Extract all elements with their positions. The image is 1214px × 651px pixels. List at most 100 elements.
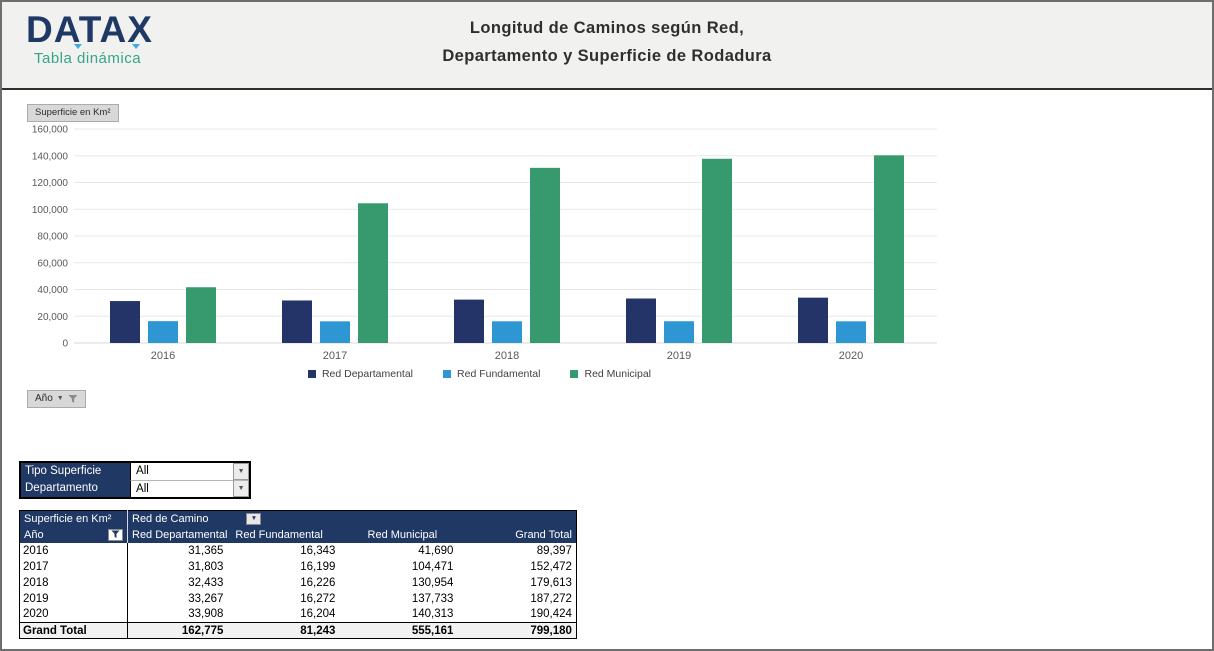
header-band: DATAX Tabla dinámica Longitud de Caminos… bbox=[2, 2, 1212, 90]
pivot-value-cell: 187,272 bbox=[530, 592, 572, 605]
bar-chart: 0 20,000 40,000 60,000 80,000 100,000 120,000 1… bbox=[32, 125, 937, 362]
pivot-value-cell: 137,733 bbox=[411, 592, 454, 605]
filter-label: Departamento bbox=[21, 480, 131, 497]
bar-red-fundamental-2019 bbox=[664, 321, 694, 343]
y-axis-tick-label: 160,000 bbox=[32, 125, 69, 136]
grand-total-label: Grand Total bbox=[19, 622, 128, 639]
row-field-label: Año bbox=[24, 528, 44, 541]
filter-value: All bbox=[130, 463, 234, 480]
legend-item: Red Fundamental bbox=[443, 368, 540, 380]
bar-red-fundamental-2020 bbox=[836, 321, 866, 343]
chevron-down-icon: ▼ bbox=[237, 467, 245, 475]
column-field-dropdown-button[interactable]: ▼ bbox=[246, 512, 262, 525]
pivot-value-cell: 179,613 bbox=[530, 576, 572, 589]
bar-red-departamental-2020 bbox=[798, 297, 828, 343]
pivot-data-row: 2018 32,433 16,226 130,954 179,613 bbox=[19, 574, 577, 591]
chart-legend: Red Departamental Red Fundamental Red Muni… bbox=[12, 368, 947, 380]
grand-total-value-cell: 799,180 bbox=[461, 622, 577, 639]
legend-swatch-icon bbox=[443, 370, 452, 378]
funnel-icon bbox=[111, 530, 120, 539]
datax-logo: DATAX Tabla dinámica bbox=[26, 9, 226, 68]
filter-dropdown-button[interactable]: ▼ bbox=[233, 480, 249, 497]
axis-field-button-label: Año bbox=[35, 393, 53, 404]
bar-red-fundamental-2018 bbox=[492, 321, 522, 343]
pivot-row-label: 2020 bbox=[19, 606, 128, 623]
chevron-down-icon: ▼ bbox=[56, 394, 64, 402]
pivot-data-row: 2019 33,267 16,272 137,733 187,272 bbox=[19, 590, 577, 607]
grand-total-value-cell: 162,775 bbox=[127, 622, 232, 639]
bar-red-departamental-2017 bbox=[282, 300, 312, 343]
y-axis-tick-label: 140,000 bbox=[32, 151, 69, 162]
pivot-value-cell: 140,313 bbox=[411, 608, 454, 621]
pivot-value-cell: 16,272 bbox=[300, 592, 336, 605]
pivot-table: Superficie en Km² Red de Camino ▼ Año Red De… bbox=[19, 510, 577, 639]
pivot-value-cell: 16,204 bbox=[300, 608, 336, 621]
pivot-column-header: Grand Total bbox=[461, 526, 577, 543]
bar-red-departamental-2016 bbox=[110, 301, 140, 343]
value-field-button[interactable]: Superficie en Km² bbox=[27, 104, 119, 122]
filter-dropdown-button[interactable]: ▼ bbox=[233, 463, 249, 480]
row-field-filter-button[interactable] bbox=[108, 528, 123, 541]
legend-label: Red Municipal bbox=[584, 368, 652, 380]
pivot-value-cell: 33,267 bbox=[188, 592, 224, 605]
filter-value: All bbox=[130, 480, 234, 497]
pivot-value-cell: 16,199 bbox=[300, 560, 336, 573]
page-title-line1: Longitud de Caminos según Red, bbox=[469, 19, 745, 37]
pivot-value-cell: 152,472 bbox=[530, 560, 572, 573]
bar-red-departamental-2018 bbox=[454, 299, 484, 343]
bar-red-fundamental-2017 bbox=[320, 321, 350, 343]
pivot-value-cell: 89,397 bbox=[536, 544, 572, 557]
pivot-row-label: 2017 bbox=[19, 558, 128, 575]
pivot-row-label: 2016 bbox=[19, 542, 128, 559]
logo-text: DATAX bbox=[26, 9, 153, 50]
legend-item: Red Departamental bbox=[307, 368, 414, 380]
x-axis-tick-label: 2020 bbox=[839, 350, 863, 362]
x-axis-tick-label: 2019 bbox=[667, 350, 691, 362]
x-axis-tick-label: 2016 bbox=[151, 350, 175, 362]
logo-accent-tick-icon bbox=[74, 44, 82, 49]
bar-red-municipal-2019 bbox=[702, 158, 732, 343]
pivot-value-cell: 16,226 bbox=[300, 576, 336, 589]
logo-subtitle: Tabla dinámica bbox=[34, 50, 142, 67]
legend-item: Red Municipal bbox=[570, 368, 651, 380]
y-axis-tick-label: 20,000 bbox=[37, 312, 68, 323]
filter-label: Tipo Superficie bbox=[21, 463, 131, 480]
filter-row: Departamento All ▼ bbox=[21, 480, 249, 497]
pivot-corner-cell: Superficie en Km² bbox=[19, 510, 128, 527]
column-field-label: Red de Camino bbox=[132, 512, 209, 525]
pivot-value-cell: 190,424 bbox=[530, 608, 572, 621]
page-title-line2: Departamento y Superficie de Rodadura bbox=[442, 47, 772, 65]
pivot-row-field-cell: Año bbox=[19, 526, 128, 543]
bar-red-departamental-2019 bbox=[626, 298, 656, 343]
grand-total-value-cell: 555,161 bbox=[343, 622, 462, 639]
legend-swatch-icon bbox=[307, 370, 316, 378]
y-axis-tick-label: 80,000 bbox=[37, 232, 68, 243]
pivot-value-cell: 16,343 bbox=[300, 544, 336, 557]
filter-row: Tipo Superficie All ▼ bbox=[21, 463, 249, 480]
chevron-down-icon: ▼ bbox=[237, 484, 245, 492]
pivot-column-field-cell: Red de Camino ▼ bbox=[127, 510, 577, 527]
x-axis-tick-label: 2017 bbox=[323, 350, 347, 362]
legend-label: Red Departamental bbox=[321, 368, 414, 380]
pivot-data-row: 2016 31,365 16,343 41,690 89,397 bbox=[19, 542, 577, 559]
bar-red-municipal-2018 bbox=[530, 167, 560, 343]
legend-swatch-icon bbox=[570, 370, 579, 378]
y-axis-tick-label: 120,000 bbox=[32, 178, 69, 189]
axis-field-button[interactable]: Año ▼ bbox=[27, 390, 86, 408]
pivot-column-header: Red Municipal bbox=[343, 526, 462, 543]
pivot-value-cell: 130,954 bbox=[411, 576, 454, 589]
page-title: Longitud de Caminos según Red, Departame… bbox=[2, 14, 1212, 70]
y-axis-tick-label: 0 bbox=[62, 339, 68, 350]
pivot-row-label: 2019 bbox=[19, 590, 128, 607]
pivot-row-label: 2018 bbox=[19, 574, 128, 591]
pivot-grand-total-row: Grand Total 162,775 81,243 555,161 799,180 bbox=[19, 622, 577, 639]
pivot-value-cell: 33,908 bbox=[188, 608, 224, 621]
pivot-value-cell: 104,471 bbox=[411, 560, 454, 573]
funnel-icon bbox=[68, 394, 78, 403]
pivot-data-row: 2017 31,803 16,199 104,471 152,472 bbox=[19, 558, 577, 575]
bar-red-fundamental-2016 bbox=[148, 321, 178, 343]
pivot-value-cell: 31,365 bbox=[188, 544, 224, 557]
report-filters: Tipo Superficie All ▼ Departamento All ▼ bbox=[19, 461, 251, 499]
y-axis-tick-label: 100,000 bbox=[32, 205, 69, 216]
